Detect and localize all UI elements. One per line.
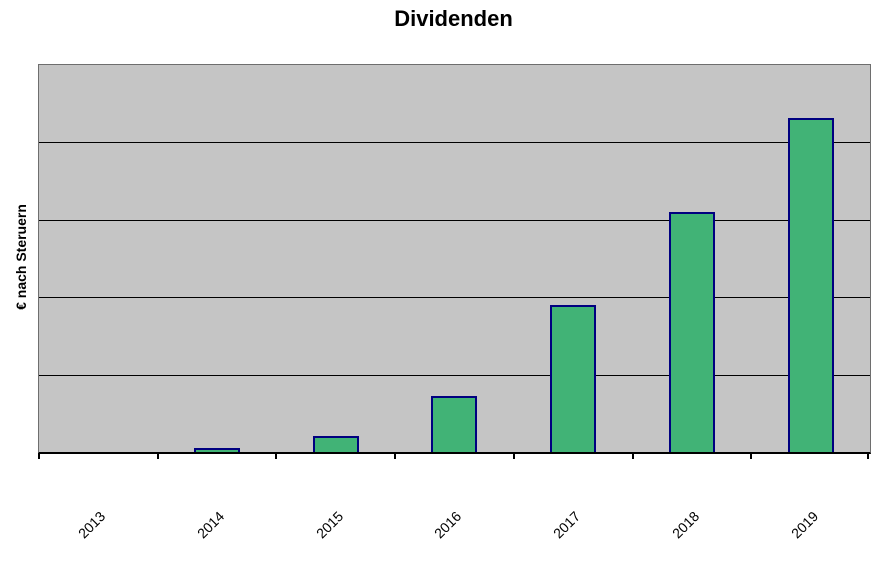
x-label-2014: 2014	[193, 508, 228, 542]
gridline-2	[39, 297, 870, 298]
x-label-2018: 2018	[668, 508, 703, 542]
gridline-0	[39, 142, 870, 143]
x-axis-tick-5	[632, 453, 634, 459]
y-axis-label: € nach Steruern	[13, 204, 29, 310]
bar-2018	[669, 212, 715, 452]
x-label-2017: 2017	[549, 508, 584, 542]
gridline-3	[39, 375, 870, 376]
chart-title: Dividenden	[394, 6, 513, 31]
bar-2015	[313, 436, 359, 452]
x-axis-tick-0	[38, 453, 40, 459]
x-axis-tick-6	[750, 453, 752, 459]
x-axis-tick-3	[394, 453, 396, 459]
plot-area	[38, 64, 871, 454]
x-label-2016: 2016	[430, 508, 465, 542]
x-label-2019: 2019	[787, 508, 822, 542]
x-axis-tick-1	[157, 453, 159, 459]
bar-2016	[431, 396, 477, 452]
x-axis-tick-4	[513, 453, 515, 459]
bar-2014	[194, 448, 240, 452]
x-axis-tick-2	[275, 453, 277, 459]
x-label-2015: 2015	[312, 508, 347, 542]
bar-2017	[550, 305, 596, 452]
x-axis: 2013 2014 2015 2016 2017 2018 2019	[38, 453, 869, 573]
gridline-1	[39, 220, 870, 221]
x-axis-tick-7	[867, 453, 869, 459]
bar-2019	[788, 118, 834, 452]
x-label-2013: 2013	[74, 508, 109, 542]
